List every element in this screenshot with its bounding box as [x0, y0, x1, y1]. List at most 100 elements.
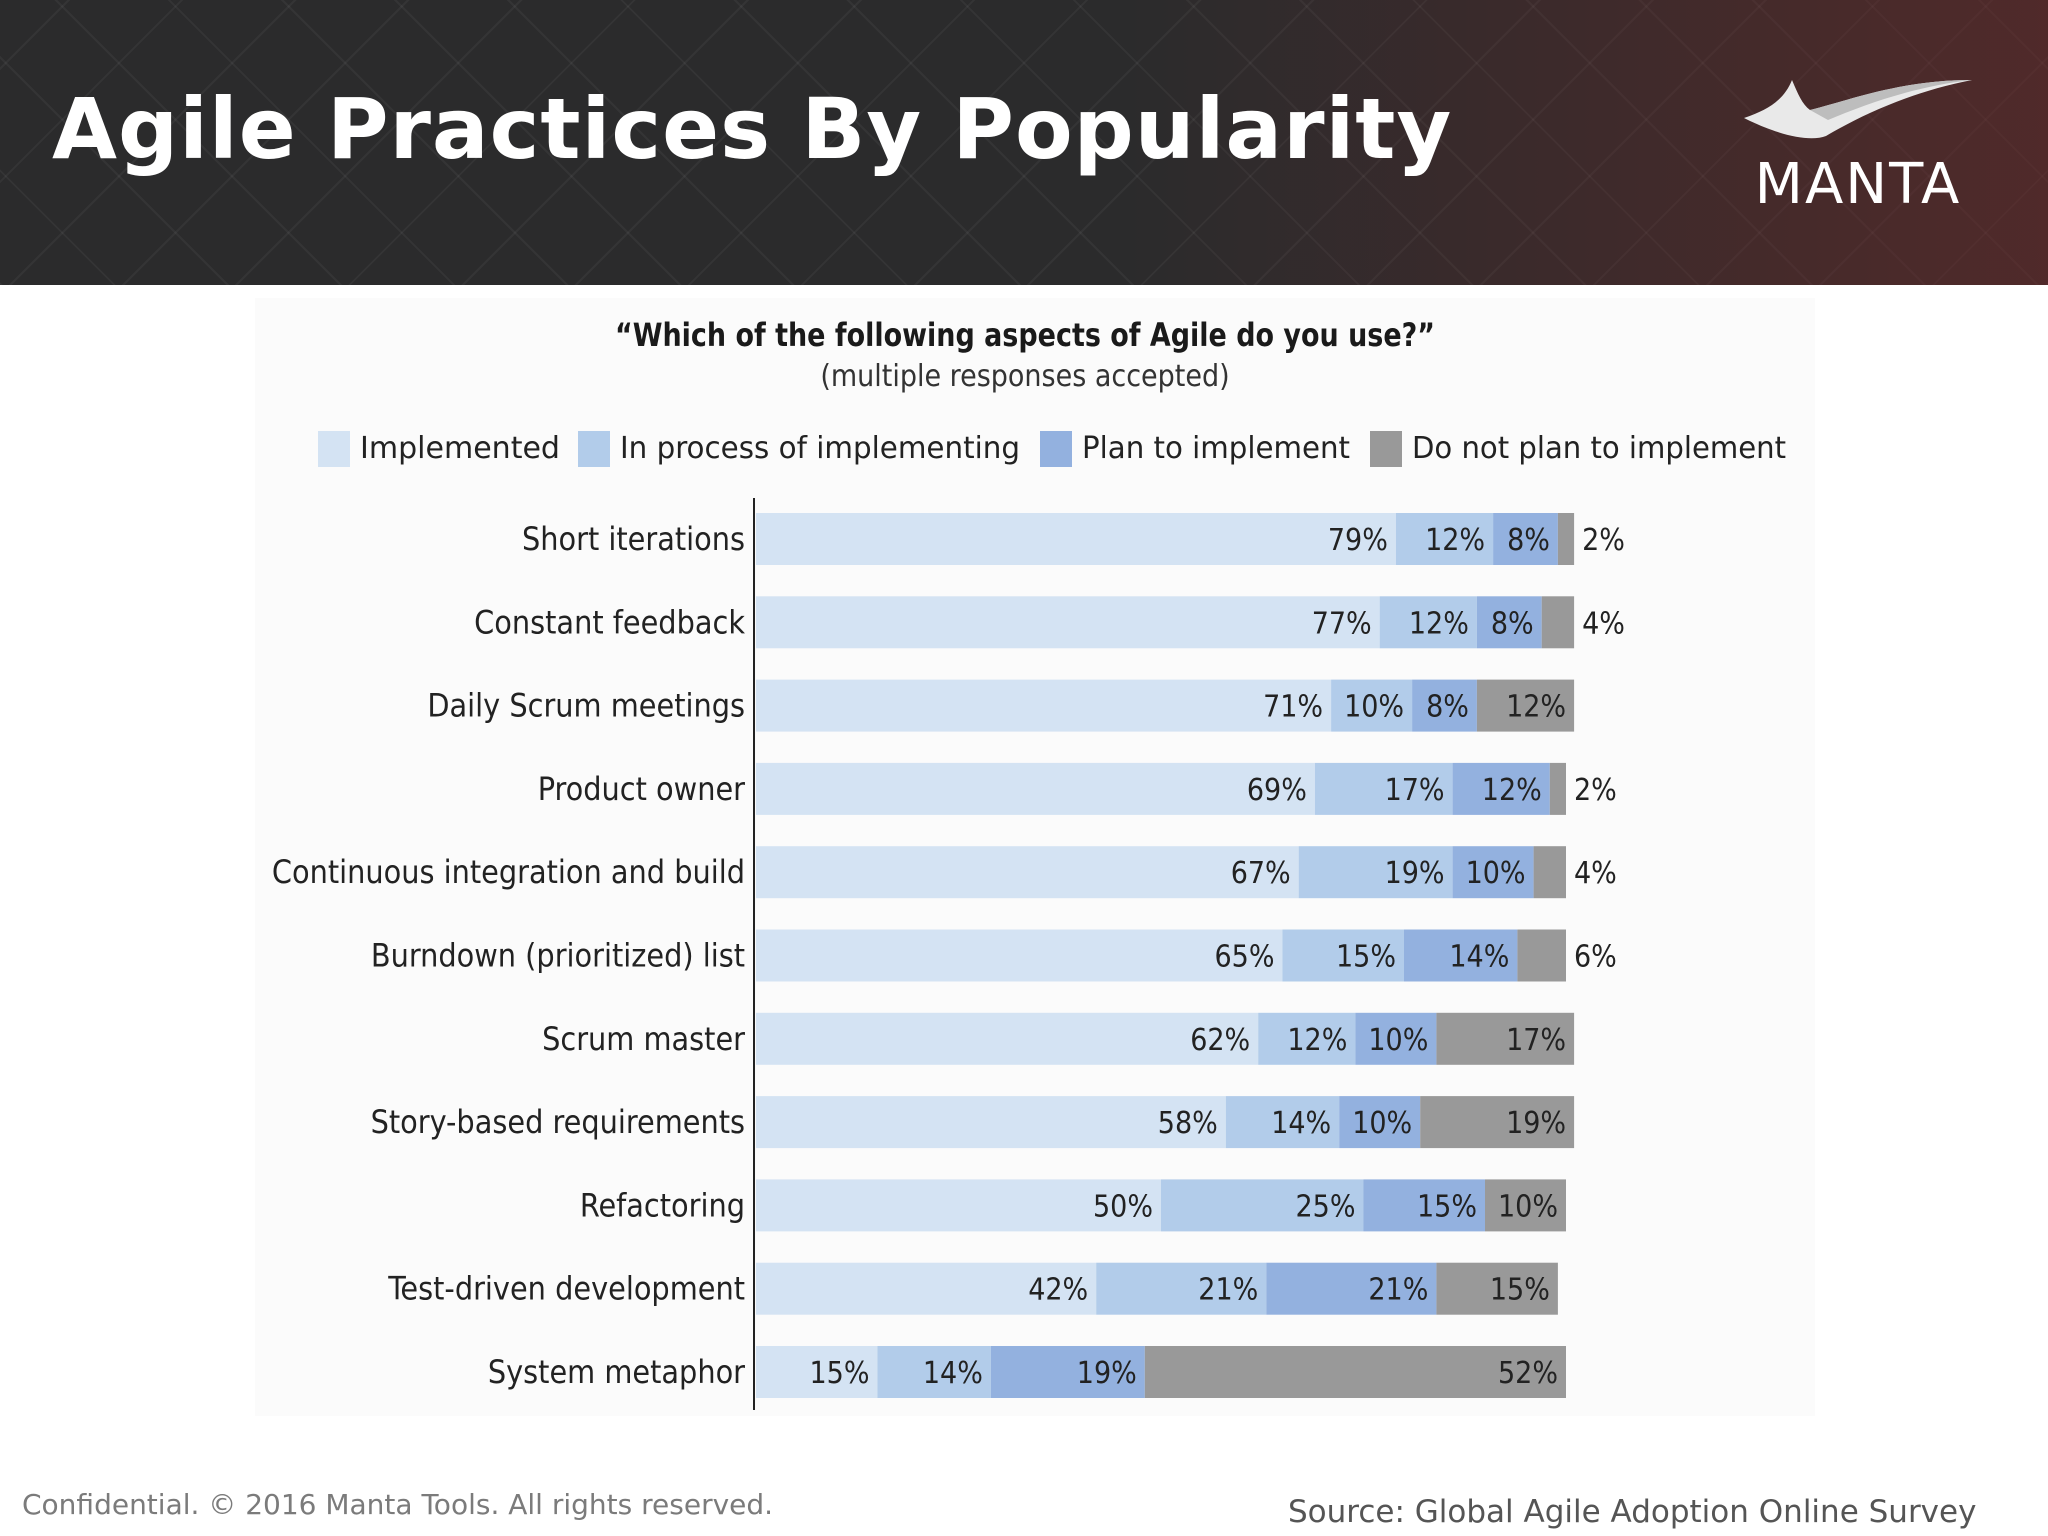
- bar-product-owner-plan-to-implement: [1452, 762, 1550, 815]
- header-banner: Agile Practices By Popularity MANTA: [0, 0, 2048, 285]
- legend-label-in-process-of-implementing: In process of implementing: [620, 431, 1020, 466]
- legend-swatch-do-not-plan-to-implement: [1370, 431, 1402, 467]
- data-label-scrum-master-do-not-plan-to-implement: 17%: [1506, 1023, 1566, 1058]
- manta-ray-logo-icon: [1744, 80, 1972, 139]
- bar-short-iterations-plan-to-implement: [1493, 513, 1558, 565]
- data-label-test-driven-development-in-process-of-implementing: 21%: [1198, 1273, 1258, 1308]
- category-label-story-based-requirements: Story-based requirements: [371, 1103, 745, 1141]
- data-label-product-owner-implemented: 69%: [1247, 773, 1307, 808]
- bar-scrum-master-plan-to-implement: [1355, 1012, 1437, 1065]
- bar-story-based-requirements-plan-to-implement: [1339, 1096, 1421, 1149]
- data-label-refactoring-plan-to-implement: 15%: [1417, 1189, 1477, 1224]
- category-label-product-owner: Product owner: [538, 770, 745, 808]
- bar-burndown-prioritized-list-implemented: [756, 929, 1283, 982]
- bar-product-owner-implemented: [756, 762, 1315, 815]
- bar-story-based-requirements-implemented: [756, 1096, 1226, 1149]
- bar-test-driven-development-in-process-of-implementing: [1096, 1262, 1267, 1315]
- data-label-system-metaphor-in-process-of-implementing: 14%: [923, 1356, 983, 1391]
- legend-label-plan-to-implement: Plan to implement: [1082, 431, 1350, 466]
- bar-story-based-requirements-in-process-of-implementing: [1225, 1096, 1340, 1149]
- bar-system-metaphor-implemented: [756, 1346, 878, 1398]
- bar-burndown-prioritized-list-plan-to-implement: [1404, 929, 1518, 982]
- confidential-notice: Confidential. © 2016 Manta Tools. All ri…: [22, 1488, 774, 1521]
- category-label-continuous-integration-and-build: Continuous integration and build: [272, 853, 745, 891]
- data-label-product-owner-do-not-plan-to-implement: 2%: [1574, 773, 1617, 808]
- bar-refactoring-implemented: [756, 1179, 1161, 1232]
- legend-swatch-in-process-of-implementing: [578, 431, 610, 467]
- bar-short-iterations-do-not-plan-to-implement: [1557, 513, 1575, 565]
- data-label-test-driven-development-do-not-plan-to-implement: 15%: [1490, 1273, 1550, 1308]
- category-label-burndown-prioritized-list: Burndown (prioritized) list: [371, 937, 745, 975]
- stacked-bar-chart: “Which of the following aspects of Agile…: [272, 316, 1786, 1410]
- legend-label-do-not-plan-to-implement: Do not plan to implement: [1412, 431, 1786, 466]
- legend-swatch-implemented: [318, 431, 350, 467]
- data-label-daily-scrum-meetings-do-not-plan-to-implement: 12%: [1506, 690, 1566, 725]
- data-label-daily-scrum-meetings-in-process-of-implementing: 10%: [1344, 690, 1404, 725]
- bar-continuous-integration-and-build-in-process-of-implementing: [1298, 846, 1453, 899]
- bar-system-metaphor-plan-to-implement: [990, 1346, 1145, 1398]
- data-label-scrum-master-implemented: 62%: [1190, 1023, 1250, 1058]
- data-label-continuous-integration-and-build-plan-to-implement: 10%: [1466, 856, 1526, 891]
- category-label-scrum-master: Scrum master: [542, 1020, 745, 1058]
- category-label-constant-feedback: Constant feedback: [474, 603, 745, 641]
- data-label-constant-feedback-plan-to-implement: 8%: [1491, 606, 1534, 641]
- data-label-product-owner-plan-to-implement: 12%: [1482, 773, 1542, 808]
- data-label-continuous-integration-and-build-implemented: 67%: [1231, 856, 1291, 891]
- data-label-system-metaphor-plan-to-implement: 19%: [1077, 1356, 1137, 1391]
- data-label-short-iterations-plan-to-implement: 8%: [1507, 523, 1550, 558]
- data-label-scrum-master-plan-to-implement: 10%: [1368, 1023, 1428, 1058]
- data-label-constant-feedback-implemented: 77%: [1312, 606, 1372, 641]
- data-label-story-based-requirements-implemented: 58%: [1158, 1106, 1218, 1141]
- legend-swatch-plan-to-implement: [1040, 431, 1072, 467]
- data-label-burndown-prioritized-list-implemented: 65%: [1215, 940, 1275, 975]
- data-label-constant-feedback-do-not-plan-to-implement: 4%: [1582, 606, 1625, 641]
- data-label-burndown-prioritized-list-in-process-of-implementing: 15%: [1336, 940, 1396, 975]
- data-label-test-driven-development-plan-to-implement: 21%: [1368, 1273, 1428, 1308]
- data-label-short-iterations-do-not-plan-to-implement: 2%: [1582, 523, 1625, 558]
- data-label-continuous-integration-and-build-do-not-plan-to-implement: 4%: [1574, 856, 1617, 891]
- bar-system-metaphor-do-not-plan-to-implement: [1144, 1346, 1566, 1398]
- data-label-continuous-integration-and-build-in-process-of-implementing: 19%: [1385, 856, 1445, 891]
- data-label-burndown-prioritized-list-do-not-plan-to-implement: 6%: [1574, 940, 1617, 975]
- data-label-system-metaphor-do-not-plan-to-implement: 52%: [1498, 1356, 1558, 1391]
- bar-continuous-integration-and-build-implemented: [756, 846, 1299, 899]
- bar-burndown-prioritized-list-do-not-plan-to-implement: [1517, 929, 1566, 982]
- bar-story-based-requirements-do-not-plan-to-implement: [1420, 1096, 1575, 1149]
- category-label-test-driven-development: Test-driven development: [387, 1270, 745, 1308]
- chart-subtitle: (multiple responses accepted): [820, 359, 1229, 394]
- page-title: Agile Practices By Popularity: [52, 80, 1453, 178]
- bar-constant-feedback-do-not-plan-to-implement: [1541, 596, 1575, 649]
- bar-daily-scrum-meetings-plan-to-implement: [1412, 679, 1477, 732]
- category-label-short-iterations: Short iterations: [522, 520, 745, 558]
- bar-system-metaphor-in-process-of-implementing: [877, 1346, 991, 1398]
- category-label-system-metaphor: System metaphor: [488, 1353, 745, 1391]
- bar-constant-feedback-implemented: [756, 596, 1380, 649]
- data-label-story-based-requirements-in-process-of-implementing: 14%: [1271, 1106, 1331, 1141]
- bar-scrum-master-implemented: [756, 1012, 1259, 1065]
- bar-short-iterations-in-process-of-implementing: [1395, 513, 1494, 565]
- bar-refactoring-plan-to-implement: [1363, 1179, 1485, 1232]
- data-label-test-driven-development-implemented: 42%: [1028, 1273, 1088, 1308]
- data-label-story-based-requirements-do-not-plan-to-implement: 19%: [1506, 1106, 1566, 1141]
- data-label-constant-feedback-in-process-of-implementing: 12%: [1409, 606, 1469, 641]
- bar-daily-scrum-meetings-do-not-plan-to-implement: [1476, 679, 1575, 732]
- data-label-product-owner-in-process-of-implementing: 17%: [1385, 773, 1445, 808]
- legend-label-implemented: Implemented: [360, 431, 560, 466]
- logo-wordmark: MANTA: [1754, 152, 1962, 217]
- bar-daily-scrum-meetings-implemented: [756, 679, 1332, 732]
- bar-burndown-prioritized-list-in-process-of-implementing: [1282, 929, 1404, 982]
- bar-test-driven-development-do-not-plan-to-implement: [1436, 1262, 1558, 1315]
- bar-test-driven-development-implemented: [756, 1262, 1097, 1315]
- data-label-burndown-prioritized-list-plan-to-implement: 14%: [1449, 940, 1509, 975]
- data-label-refactoring-in-process-of-implementing: 25%: [1296, 1189, 1356, 1224]
- data-label-daily-scrum-meetings-implemented: 71%: [1263, 690, 1323, 725]
- data-label-short-iterations-implemented: 79%: [1328, 523, 1388, 558]
- chart-panel: “Which of the following aspects of Agile…: [255, 298, 1815, 1416]
- source-credit: Source: Global Agile Adoption Online Sur…: [1288, 1494, 1977, 1530]
- bar-continuous-integration-and-build-plan-to-implement: [1452, 846, 1534, 899]
- chart-title: “Which of the following aspects of Agile…: [615, 316, 1435, 354]
- bar-constant-feedback-plan-to-implement: [1476, 596, 1542, 649]
- category-label-refactoring: Refactoring: [580, 1186, 745, 1224]
- bar-refactoring-do-not-plan-to-implement: [1485, 1179, 1566, 1232]
- bar-continuous-integration-and-build-do-not-plan-to-implement: [1533, 846, 1566, 899]
